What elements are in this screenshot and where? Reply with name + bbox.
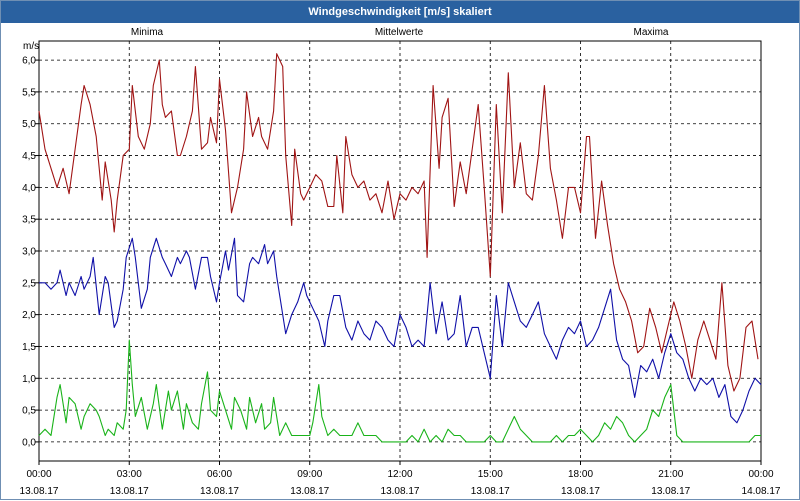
y-axis-label: m/s <box>23 41 39 52</box>
x-tick-date-label: 13.08.17 <box>20 486 59 497</box>
x-tick-time-label: 12:00 <box>387 469 412 480</box>
x-tick-time-label: 00:00 <box>26 469 51 480</box>
y-tick-label: 6,0 <box>22 56 36 67</box>
y-tick-label: 1,0 <box>22 374 36 385</box>
y-tick-label: 2,5 <box>22 278 36 289</box>
x-tick-date-label: 13.08.17 <box>471 486 510 497</box>
legend-mittelwerte: Mittelwerte <box>375 27 424 38</box>
x-tick-time-label: 21:00 <box>658 469 683 480</box>
x-tick-date-label: 13.08.17 <box>290 486 329 497</box>
y-tick-label: 0,5 <box>22 406 36 417</box>
x-tick-time-label: 09:00 <box>297 469 322 480</box>
y-tick-label: 5,0 <box>22 119 36 130</box>
y-tick-label: 3,0 <box>22 247 36 258</box>
y-tick-label: 2,0 <box>22 310 36 321</box>
x-tick-date-label: 14.08.17 <box>742 486 781 497</box>
x-tick-date-label: 13.08.17 <box>651 486 690 497</box>
y-tick-label: 5,5 <box>22 87 36 98</box>
y-tick-label: 3,5 <box>22 215 36 226</box>
y-tick-label: 4,5 <box>22 151 36 162</box>
y-tick-label: 1,5 <box>22 342 36 353</box>
legend-minima: Minima <box>131 27 164 38</box>
series-line-minima <box>38 339 761 443</box>
series-line-mittelwerte <box>39 237 762 424</box>
chart-title: Windgeschwindigkeit [m/s] skaliert <box>308 6 492 18</box>
x-tick-date-label: 13.08.17 <box>110 486 149 497</box>
legend-maxima: Maxima <box>633 27 668 38</box>
x-tick-date-label: 13.08.17 <box>381 486 420 497</box>
title-bar: Windgeschwindigkeit [m/s] skaliert <box>1 1 799 23</box>
x-tick-time-label: 15:00 <box>478 469 503 480</box>
x-tick-time-label: 18:00 <box>568 469 593 480</box>
x-tick-time-label: 00:00 <box>748 469 773 480</box>
x-tick-time-label: 06:00 <box>207 469 232 480</box>
y-tick-label: 4,0 <box>22 183 36 194</box>
x-tick-date-label: 13.08.17 <box>200 486 239 497</box>
x-tick-time-label: 03:00 <box>117 469 142 480</box>
x-tick-date-label: 13.08.17 <box>561 486 600 497</box>
y-tick-label: 0,0 <box>22 437 36 448</box>
series-line-maxima <box>38 53 759 392</box>
